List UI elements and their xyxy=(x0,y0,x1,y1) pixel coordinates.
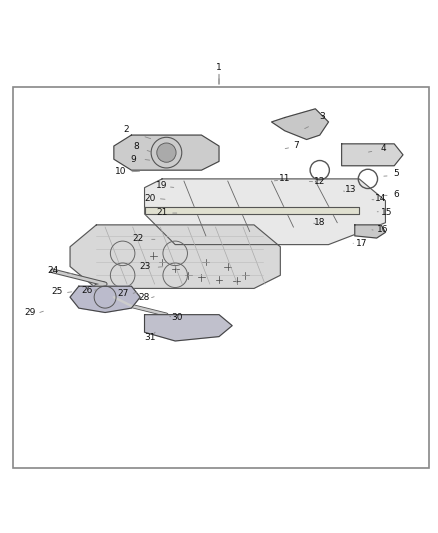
Polygon shape xyxy=(355,225,385,238)
Text: 24: 24 xyxy=(47,266,58,276)
Text: 26: 26 xyxy=(81,286,92,295)
Text: 5: 5 xyxy=(393,169,399,178)
Text: 15: 15 xyxy=(381,208,392,217)
Text: 20: 20 xyxy=(145,194,156,203)
Polygon shape xyxy=(145,314,232,341)
Text: 16: 16 xyxy=(377,225,388,234)
Text: 29: 29 xyxy=(24,309,35,318)
Text: 27: 27 xyxy=(117,289,128,298)
Text: 25: 25 xyxy=(51,287,63,295)
Text: 13: 13 xyxy=(345,185,356,195)
Text: 19: 19 xyxy=(156,181,168,190)
Polygon shape xyxy=(342,144,403,166)
Text: 2: 2 xyxy=(124,125,129,134)
Text: 12: 12 xyxy=(314,176,325,185)
Text: 31: 31 xyxy=(145,334,156,342)
Polygon shape xyxy=(114,135,219,170)
Text: 14: 14 xyxy=(375,194,387,203)
Text: 9: 9 xyxy=(131,155,137,164)
Bar xyxy=(13,87,429,468)
Text: 22: 22 xyxy=(132,234,144,243)
Polygon shape xyxy=(272,109,328,140)
Polygon shape xyxy=(145,207,359,214)
Text: 11: 11 xyxy=(279,174,290,183)
Polygon shape xyxy=(70,286,140,312)
Polygon shape xyxy=(145,179,385,245)
Text: 28: 28 xyxy=(139,293,150,302)
Text: 30: 30 xyxy=(172,313,183,322)
Text: 17: 17 xyxy=(356,239,367,248)
Text: 23: 23 xyxy=(140,262,151,271)
Text: 7: 7 xyxy=(293,141,300,150)
Text: 21: 21 xyxy=(156,208,168,217)
Text: 18: 18 xyxy=(314,218,325,227)
Circle shape xyxy=(157,143,176,162)
Text: 8: 8 xyxy=(133,142,139,151)
Text: 10: 10 xyxy=(115,167,126,176)
Text: 6: 6 xyxy=(393,190,399,199)
Text: 1: 1 xyxy=(216,63,222,72)
Polygon shape xyxy=(70,225,280,288)
Text: 4: 4 xyxy=(381,144,386,153)
Text: 3: 3 xyxy=(319,112,325,121)
